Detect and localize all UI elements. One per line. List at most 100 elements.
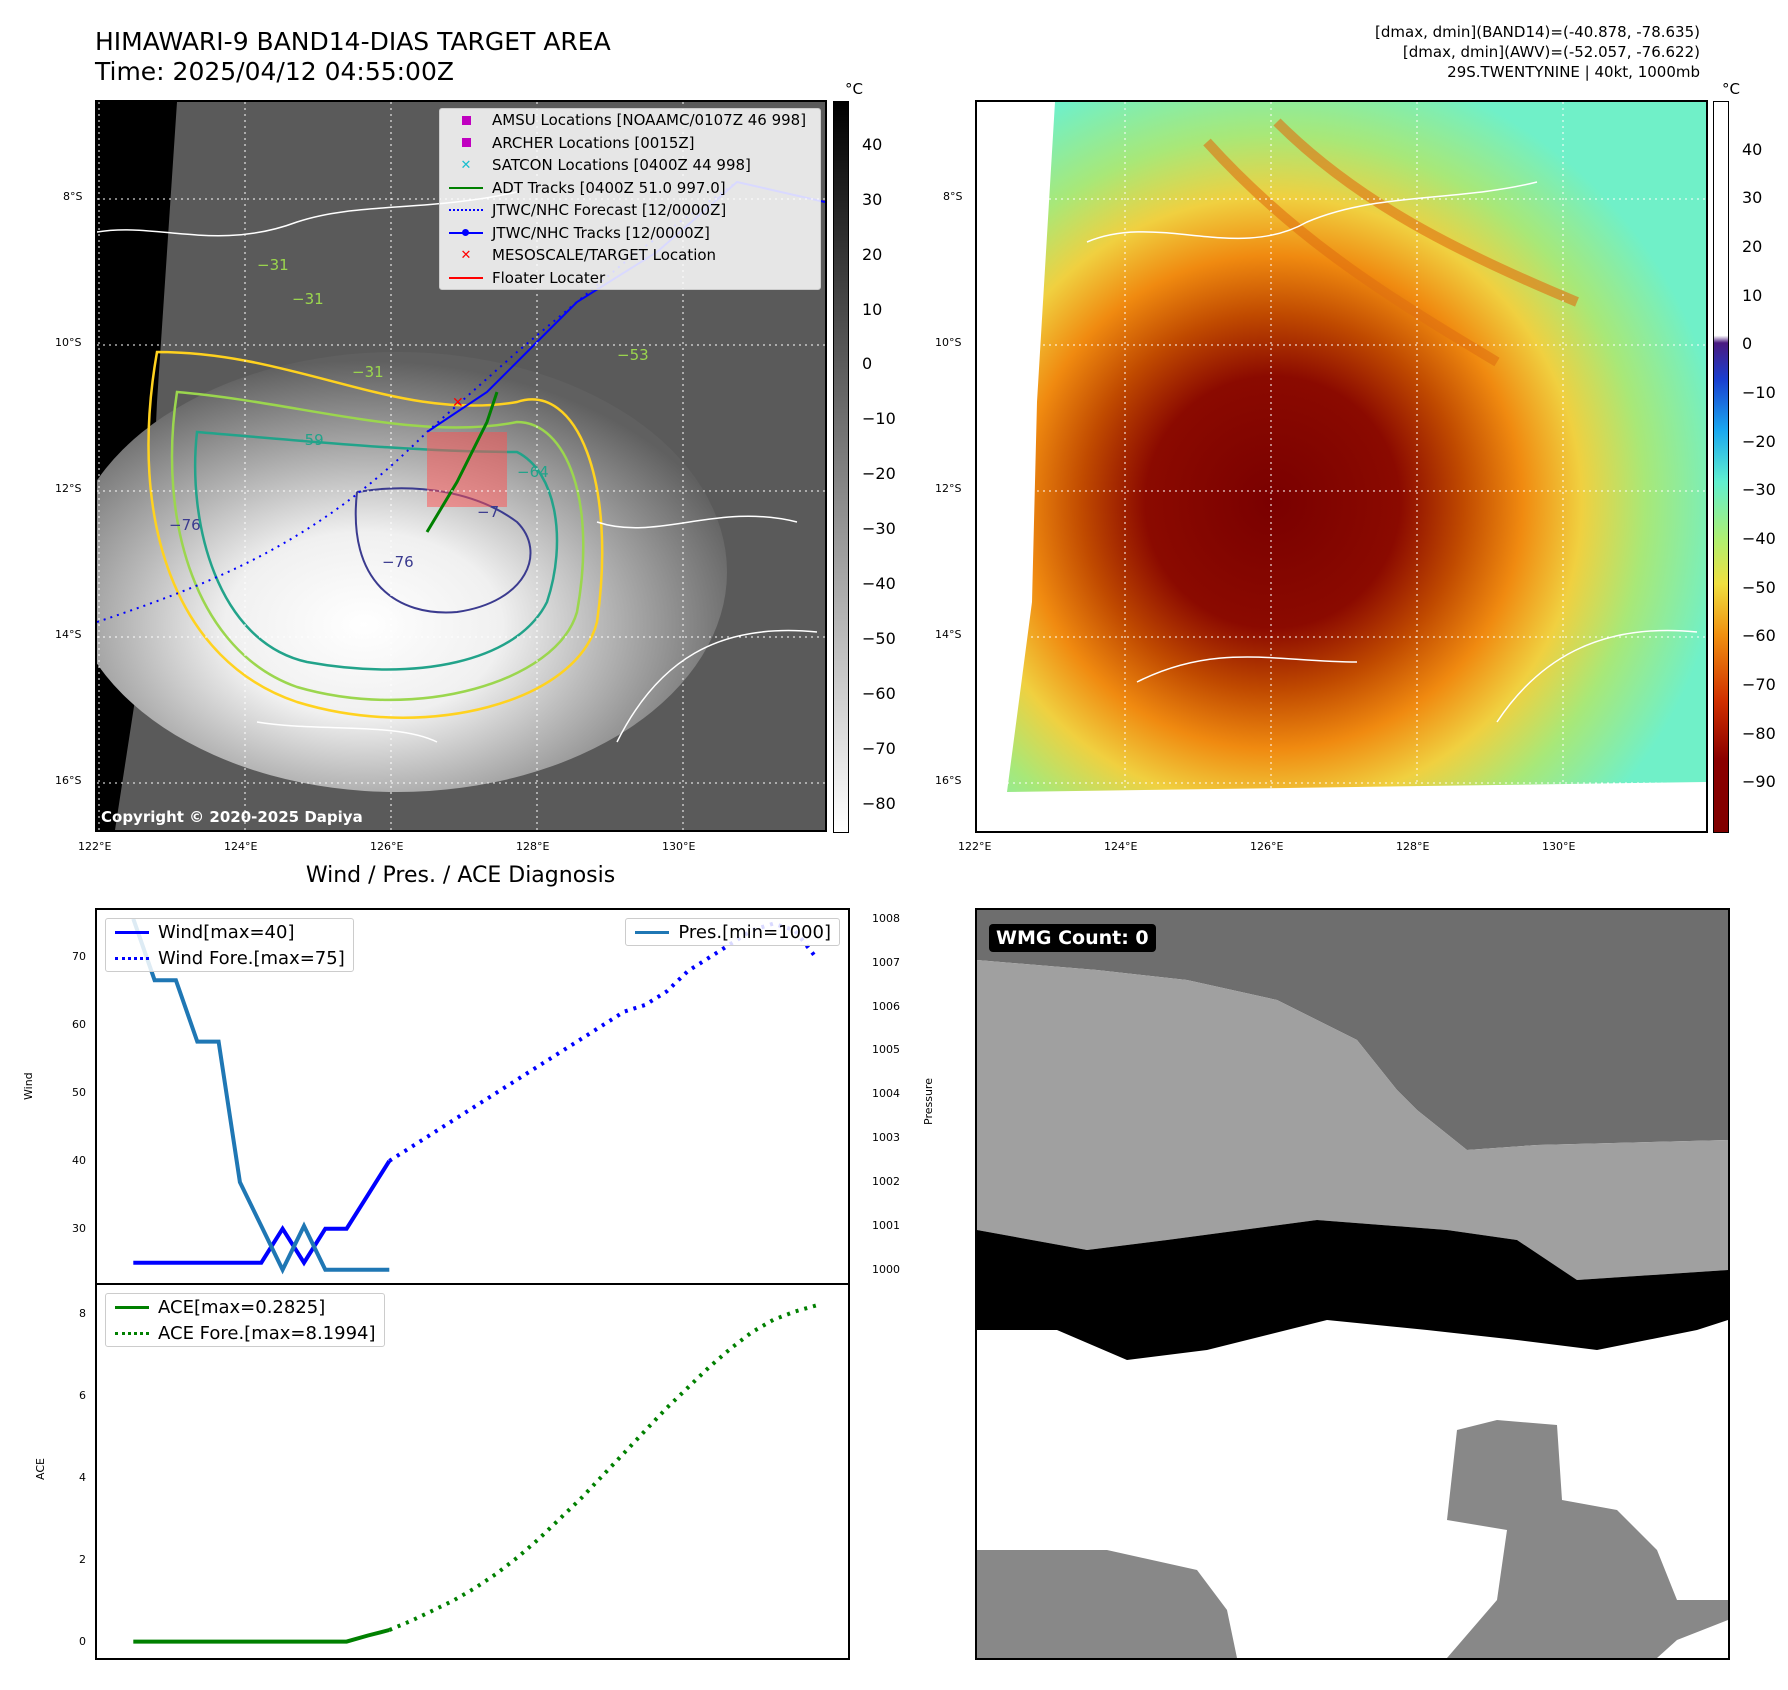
colorbar-tick: −70: [862, 738, 896, 758]
contour-label: −31: [257, 256, 289, 274]
contour-teal: [193, 430, 559, 671]
contour-label: −31: [292, 290, 324, 308]
color-colorbar: [1713, 101, 1729, 833]
lat-label: 8°S: [943, 190, 963, 203]
coastline-north-color: [1086, 181, 1538, 243]
lon-label: 126°E: [370, 840, 404, 853]
legend-item-jtwc-forecast: JTWC/NHC Forecast [12/0000Z]: [440, 199, 820, 222]
colorbar-tick: 40: [1742, 139, 1763, 159]
wind-tick: 50: [72, 1086, 86, 1100]
map-legend: AMSU Locations [NOAAMC/0107Z 46 998] ARC…: [439, 108, 821, 290]
contour-label: −31: [352, 363, 384, 381]
legend-item-adt: ADT Tracks [0400Z 51.0 997.0]: [440, 177, 820, 200]
colorbar-tick: −30: [1742, 480, 1776, 500]
pressure-tick: 1008: [872, 911, 900, 925]
colorbar-tick: 20: [862, 244, 883, 264]
pressure-tick: 1003: [872, 1131, 900, 1145]
colorbar-tick: 0: [862, 354, 873, 374]
forecast-track: [97, 181, 738, 623]
title-line-1: HIMAWARI-9 BAND14-DIAS TARGET AREA: [95, 27, 611, 56]
lon-label: 122°E: [78, 840, 112, 853]
legend-item-archer: ARCHER Locations [0015Z]: [440, 132, 820, 155]
pressure-tick: 1004: [872, 1087, 900, 1101]
ace-chart: ACE[max=0.2825] ACE Fore.[max=8.1994]: [95, 1283, 850, 1660]
legend-item-satcon: ✕ SATCON Locations [0400Z 44 998]: [460, 156, 751, 175]
ace-tick: 6: [79, 1388, 86, 1402]
colorbar-tick: −70: [1742, 675, 1776, 694]
colorbar-tick: 30: [1742, 188, 1763, 208]
lat-label: 8°S: [63, 190, 83, 203]
colorbar-tick: 20: [1742, 237, 1763, 256]
cloud-band: [1203, 118, 1579, 367]
pressure-line: [131, 918, 390, 1275]
lat-label: 16°S: [935, 774, 962, 787]
pressure-tick: 1005: [872, 1043, 900, 1057]
colorbar-tick: −20: [862, 464, 896, 484]
wind-pressure-plot: [131, 918, 818, 1275]
colorbar-tick: 10: [1742, 285, 1763, 305]
colorbar-tick: −60: [862, 683, 896, 703]
contour-green: [170, 390, 585, 702]
wind-tick: 30: [72, 1221, 86, 1235]
colorbar-tick: −60: [1742, 626, 1776, 646]
colorbar-tick: −50: [1742, 577, 1776, 597]
pressure-tick: 1002: [872, 1175, 900, 1189]
contour-yellow: [147, 350, 604, 719]
wind-tick: 40: [72, 1153, 86, 1167]
pressure-legend: Pres.[min=1000]: [625, 918, 840, 946]
lat-label: 12°S: [935, 482, 962, 495]
wmg-region-gray-southwest: [977, 1550, 1237, 1658]
ace-line: [133, 1628, 390, 1644]
title-line-2: Time: 2025/04/12 04:55:00Z: [95, 57, 454, 86]
contour-label: −76: [169, 516, 201, 534]
contour-label: −76: [382, 553, 414, 571]
floater-box: [427, 432, 507, 507]
target-marker: ✕: [452, 395, 464, 411]
lat-label: 10°S: [55, 336, 82, 349]
lon-label: 130°E: [1542, 840, 1576, 853]
colorbar-tick: −30: [862, 519, 896, 539]
colorbar-tick: 0: [1742, 334, 1753, 354]
lon-label: 124°E: [224, 840, 258, 853]
pressure-tick: 1006: [872, 999, 900, 1013]
pressure-axis-label: Pressure: [922, 1078, 935, 1125]
legend-item-jtwc-tracks: JTWC/NHC Tracks [12/0000Z]: [440, 222, 820, 245]
ace-tick: 8: [79, 1306, 86, 1320]
satellite-swath-color: [1007, 102, 1706, 792]
ace-legend: ACE[max=0.2825] ACE Fore.[max=8.1994]: [105, 1293, 385, 1347]
colorbar-tick: −10: [1742, 383, 1776, 402]
lon-label: 130°E: [662, 840, 696, 853]
lat-label: 14°S: [935, 628, 962, 641]
wmg-region-light-gray: [977, 960, 1728, 1280]
legend-item-target: ✕ MESOSCALE/TARGET Location: [460, 246, 717, 265]
colorbar-tick: −40: [1742, 529, 1776, 548]
ace-tick: 0: [79, 1634, 86, 1648]
colorbar-tick: −80: [1742, 723, 1776, 743]
lon-label: 126°E: [1250, 840, 1284, 853]
lon-label: 128°E: [516, 840, 550, 853]
diagnosis-title: Wind / Pres. / ACE Diagnosis: [305, 863, 616, 888]
legend-item-ace-forecast: ACE Fore.[max=8.1994]: [106, 1320, 384, 1346]
adt-track: [425, 391, 499, 533]
contour-label: −64: [517, 463, 549, 481]
ace-tick: 2: [79, 1552, 86, 1566]
wind-legend: Wind[max=40] Wind Fore.[max=75]: [105, 918, 354, 972]
colorbar-tick: −80: [862, 793, 896, 813]
wmg-panel: WMG Count: 0: [975, 908, 1730, 1660]
wind-axis-label: Wind: [22, 1072, 35, 1100]
copyright-text: Copyright © 2020-2025 Dapiya: [101, 808, 363, 826]
lat-label: 12°S: [55, 482, 82, 495]
ace-plot: [133, 1303, 817, 1644]
lat-label: 10°S: [935, 336, 962, 349]
colorbar-tick: −90: [1742, 772, 1776, 792]
wind-line: [133, 1159, 391, 1267]
lon-label: 128°E: [1396, 840, 1430, 853]
legend-item-pressure: Pres.[min=1000]: [626, 919, 839, 945]
wind-tick: 70: [72, 950, 86, 964]
legend-item-ace: ACE[max=0.2825]: [106, 1294, 384, 1320]
contour-label: −59: [292, 431, 324, 449]
lat-label: 14°S: [55, 628, 82, 641]
legend-item-wind: Wind[max=40]: [106, 919, 353, 945]
info-line-1: [dmax, dmin](BAND14)=(-40.878, -78.635): [1375, 23, 1700, 41]
pressure-tick: 1000: [872, 1262, 900, 1276]
